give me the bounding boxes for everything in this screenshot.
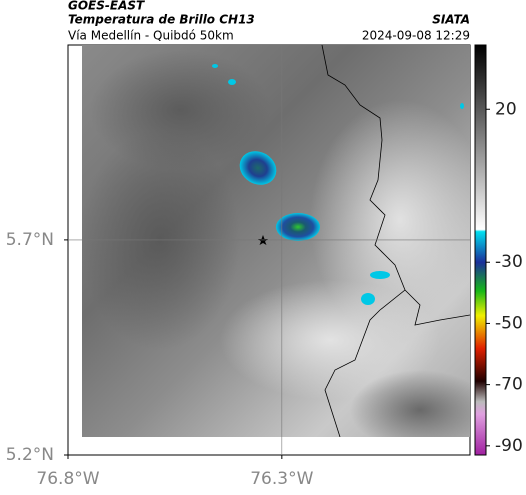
lat-tick-label: 5.7°N [6,230,54,250]
datetime: 2024-09-08 12:29 [362,29,470,43]
source: SIATA [432,13,470,27]
subtitle: Temperatura de Brillo CH13 [68,13,255,27]
colorbar [474,44,487,456]
colorbar-tick-label: -70 [495,375,523,395]
colorbar-tick-label: -50 [495,313,523,333]
lon-tick-label: 76.3°W [250,469,313,489]
title: GOES-EAST [68,0,145,13]
satellite-image [82,45,470,437]
colorbar-tick-label: -30 [495,252,523,272]
colorbar-tick-label: -90 [495,436,523,456]
route: Vía Medellín - Quibdó 50km [68,29,234,43]
colorbar-tick-label: 20 [495,99,517,119]
lat-tick-label: 5.2°N [6,445,54,465]
lon-tick-label: 76.8°W [36,469,99,489]
